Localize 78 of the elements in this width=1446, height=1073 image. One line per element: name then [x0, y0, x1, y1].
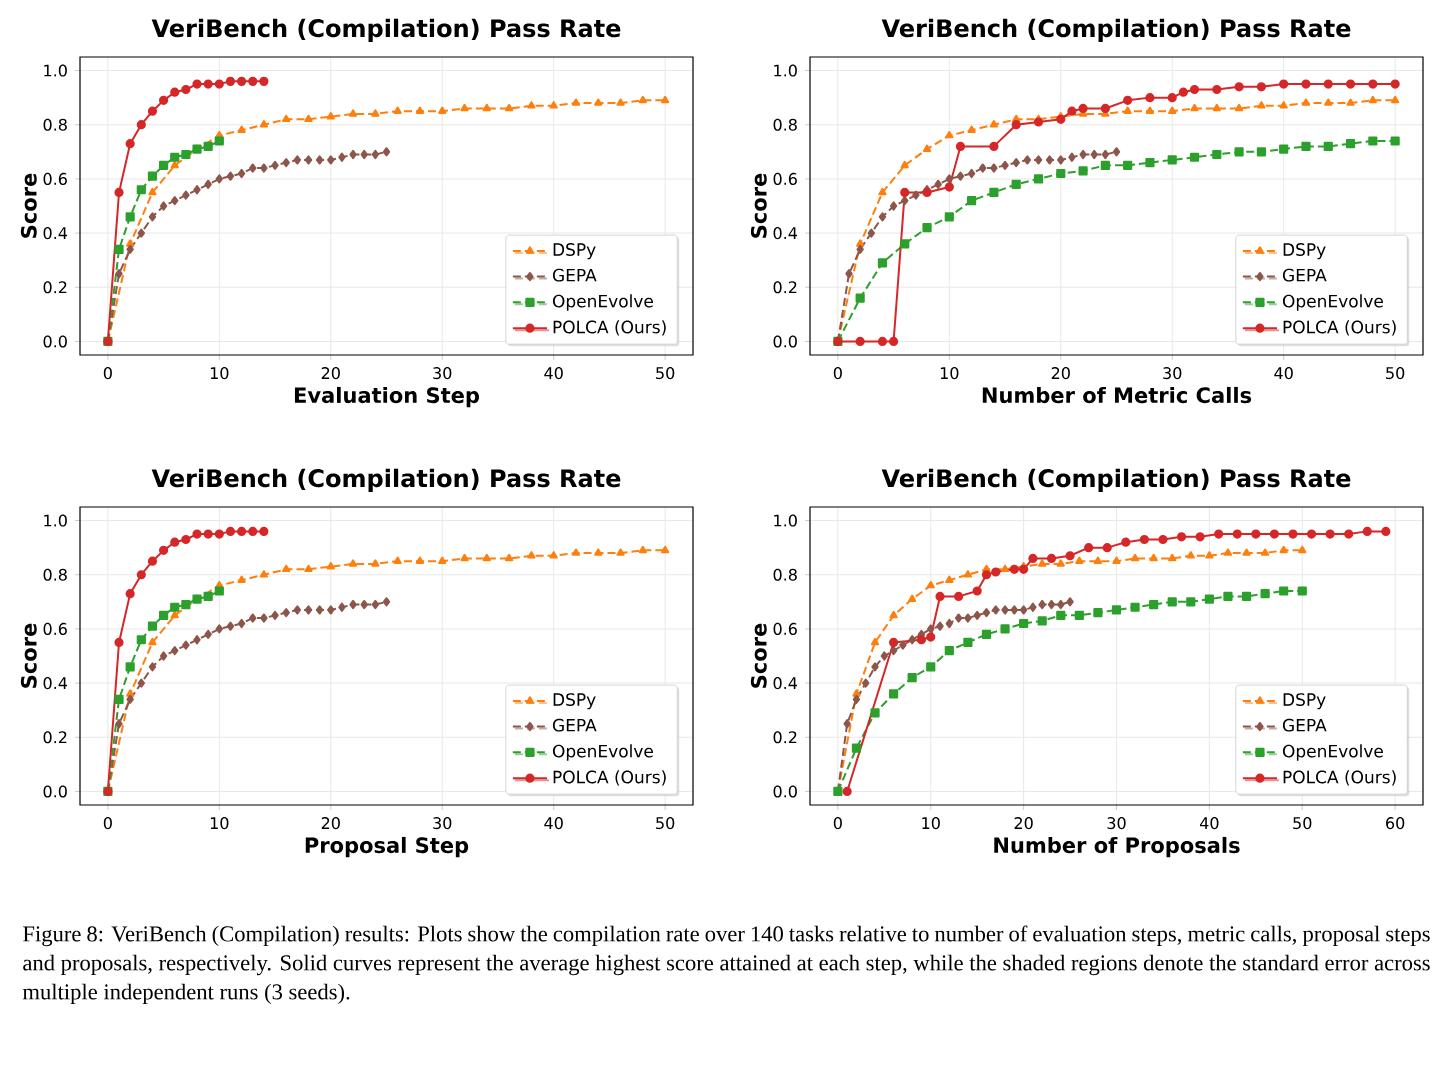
legend-label: GEPA [552, 718, 597, 732]
y-tick-label: 0.4 [773, 677, 798, 690]
y-axis-title: Score [750, 623, 767, 688]
y-tick-label: 0.6 [773, 172, 797, 185]
legend-label: POLCA (Ours) [1283, 320, 1396, 336]
y-axis-title: Score [20, 173, 37, 238]
y-tick-label: 1.0 [774, 64, 797, 77]
legend-label: DSPy [553, 693, 596, 710]
x-tick-label: 50 [656, 817, 675, 830]
y-tick-label: 0.0 [773, 785, 797, 798]
x-tick-label: 0 [833, 817, 842, 830]
x-tick-label: 40 [1199, 817, 1219, 830]
y-tick-label: 0.8 [773, 118, 797, 131]
x-tick-label: 50 [1293, 817, 1312, 830]
x-tick-label: 60 [1386, 817, 1405, 830]
legend-label: DSPy [1283, 693, 1326, 710]
caption: Figure 8: VeriBench (Compilation) results: Plots show the compilation rate over 140 tasks relative to number of evaluation steps, metric calls, proposal steps and proposals, respectively. Solid curves represent the average highest score attained at each step, while the shaded regions denote the standard error across multiple independent runs (3 seeds). [22, 925, 1430, 1005]
x-tick-label: 10 [210, 817, 229, 830]
y-tick-label: 0.4 [773, 227, 798, 240]
y-tick-label: 0.2 [43, 281, 67, 294]
legend-label: DSPy [553, 243, 596, 260]
chart-title: VeriBench (Compilation) Pass Rate [881, 18, 1351, 42]
y-tick-label: 0.0 [43, 335, 67, 348]
y-tick-label: 1.0 [774, 514, 797, 527]
x-tick-label: 30 [1163, 367, 1182, 380]
legend-label: OpenEvolve [1282, 744, 1383, 761]
x-tick-label: 50 [1386, 367, 1405, 380]
legend-label: OpenEvolve [1282, 294, 1383, 311]
y-tick-label: 0.4 [43, 677, 68, 690]
legend-label: GEPA [552, 268, 597, 282]
legend-label: OpenEvolve [552, 744, 653, 761]
x-tick-label: 30 [433, 817, 452, 830]
chart-title: VeriBench (Compilation) Pass Rate [881, 468, 1351, 492]
x-axis-title: Evaluation Step [294, 386, 479, 408]
x-tick-label: 10 [210, 367, 229, 380]
y-tick-label: 0.2 [773, 281, 797, 294]
x-tick-label: 30 [1107, 817, 1126, 830]
y-tick-label: 1.0 [44, 514, 67, 527]
y-tick-label: 0.6 [43, 172, 67, 185]
y-tick-label: 0.2 [773, 731, 797, 744]
x-axis-title: Proposal Step [305, 836, 469, 858]
y-tick-label: 1.0 [44, 64, 67, 77]
y-tick-label: 0.6 [773, 622, 797, 635]
x-tick-label: 0 [103, 817, 112, 830]
y-tick-label: 0.4 [43, 227, 68, 240]
x-axis-title: Number of Proposals [994, 836, 1240, 858]
legend-label: POLCA (Ours) [553, 770, 666, 786]
y-axis-title: Score [20, 623, 37, 688]
x-tick-label: 30 [433, 367, 452, 380]
x-axis-title: Number of Metric Calls [982, 386, 1252, 404]
x-tick-label: 10 [922, 817, 940, 830]
legend-label: POLCA (Ours) [1283, 770, 1396, 786]
x-tick-label: 0 [833, 367, 842, 380]
x-tick-label: 50 [656, 367, 675, 380]
y-tick-label: 0.2 [43, 731, 67, 744]
y-tick-label: 0.0 [773, 335, 797, 348]
x-tick-label: 40 [544, 367, 563, 380]
y-tick-label: 0.6 [43, 622, 67, 635]
x-tick-label: 40 [544, 817, 563, 830]
y-tick-label: 0.8 [43, 568, 67, 581]
y-axis-title: Score [750, 173, 767, 238]
legend-label: GEPA [1282, 268, 1327, 282]
x-tick-label: 0 [103, 367, 112, 380]
legend-label: OpenEvolve [552, 294, 653, 311]
chart-title: VeriBench (Compilation) Pass Rate [151, 468, 621, 492]
y-tick-label: 0.0 [43, 785, 67, 798]
x-tick-label: 40 [1274, 367, 1293, 380]
legend-label: GEPA [1282, 718, 1327, 732]
legend-label: DSPy [1283, 243, 1326, 260]
x-tick-label: 20 [321, 367, 340, 380]
x-tick-label: 20 [1014, 817, 1033, 830]
x-tick-label: 20 [1051, 367, 1070, 380]
y-tick-label: 0.8 [773, 568, 797, 581]
chart-title: VeriBench (Compilation) Pass Rate [151, 18, 621, 42]
x-tick-label: 20 [321, 817, 340, 830]
x-tick-label: 10 [940, 367, 959, 380]
legend-label: POLCA (Ours) [553, 320, 666, 336]
y-tick-label: 0.8 [43, 118, 67, 131]
